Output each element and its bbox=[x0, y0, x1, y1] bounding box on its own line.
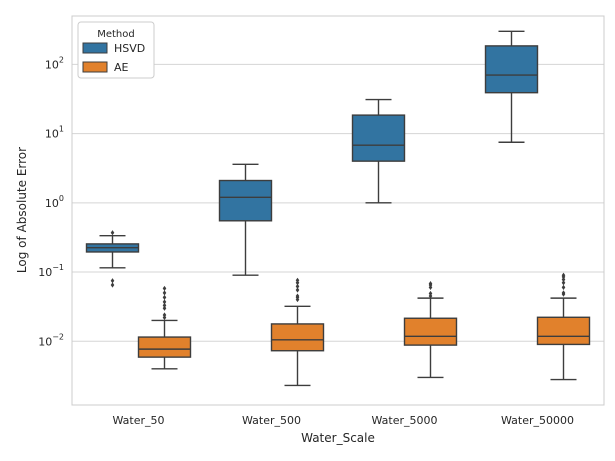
y-axis-label: Log of Absolute Error bbox=[15, 147, 29, 273]
x-tick-labels: Water_50 Water_500 Water_5000 Water_50000 bbox=[112, 414, 574, 427]
box-iqr bbox=[484, 45, 539, 94]
box-iqr bbox=[218, 179, 273, 222]
outlier-point bbox=[162, 305, 167, 311]
outlier-point bbox=[561, 280, 566, 286]
outlier-point bbox=[295, 277, 300, 283]
box-hsvd-water_500 bbox=[218, 163, 273, 276]
outlier-point bbox=[110, 278, 115, 284]
outlier-point bbox=[428, 290, 433, 297]
legend: Method HSVD AE bbox=[77, 21, 155, 79]
outlier-point bbox=[428, 281, 433, 287]
box-ae-water_5000 bbox=[403, 281, 458, 379]
x-tick-label: Water_500 bbox=[242, 414, 301, 427]
legend-swatch-hsvd bbox=[82, 42, 108, 54]
outlier-point bbox=[110, 230, 115, 236]
outlier-point bbox=[162, 312, 167, 318]
box-hsvd-water_50000 bbox=[484, 30, 539, 143]
box-ae-water_500 bbox=[270, 277, 325, 387]
outlier-point bbox=[162, 314, 167, 321]
x-tick-label: Water_50 bbox=[112, 414, 164, 427]
y-tick-exponent: −1 bbox=[52, 263, 64, 272]
box-iqr bbox=[137, 336, 192, 358]
outlier-point bbox=[162, 285, 167, 292]
outlier-point bbox=[162, 299, 167, 305]
y-tick-exponent: −2 bbox=[52, 332, 64, 341]
outlier-point bbox=[295, 293, 300, 299]
outlier-point bbox=[295, 287, 300, 293]
box-iqr bbox=[351, 114, 406, 162]
outlier-point bbox=[162, 290, 167, 296]
legend-label-ae: AE bbox=[114, 61, 129, 74]
outlier-point bbox=[162, 294, 167, 301]
x-tick-label: Water_5000 bbox=[371, 414, 437, 427]
box-ae-water_50 bbox=[137, 285, 192, 370]
box-ae-water_50000 bbox=[536, 272, 591, 381]
x-tick-label: Water_50000 bbox=[501, 414, 574, 427]
box-iqr bbox=[270, 323, 325, 352]
plot-frame bbox=[71, 15, 605, 406]
outlier-point bbox=[110, 282, 115, 288]
legend-title: Method bbox=[97, 29, 135, 40]
legend-label-hsvd: HSVD bbox=[114, 42, 145, 55]
outlier-point bbox=[162, 302, 167, 308]
y-tick-exponent: 2 bbox=[59, 55, 64, 64]
outlier-point bbox=[561, 272, 566, 278]
x-axis-label: Water_Scale bbox=[301, 431, 375, 445]
box-hsvd-water_50 bbox=[85, 230, 140, 288]
box-iqr bbox=[536, 316, 591, 346]
outlier-point bbox=[561, 290, 566, 296]
boxes bbox=[85, 30, 591, 387]
box-hsvd-water_5000 bbox=[351, 98, 406, 204]
y-tick-exponent: 0 bbox=[59, 194, 64, 203]
legend-swatch-ae bbox=[82, 61, 108, 73]
outlier-point bbox=[561, 284, 566, 290]
box-iqr bbox=[403, 317, 458, 346]
y-tick-exponent: 1 bbox=[59, 125, 64, 134]
outlier-point bbox=[295, 283, 300, 290]
